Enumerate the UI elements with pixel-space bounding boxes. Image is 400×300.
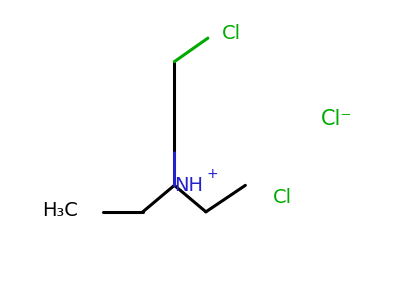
- Text: NH: NH: [174, 176, 203, 195]
- Text: +: +: [206, 167, 218, 181]
- Text: H₃C: H₃C: [42, 201, 78, 220]
- Text: Cl: Cl: [273, 188, 292, 207]
- Text: Cl⁻: Cl⁻: [320, 109, 352, 129]
- Text: Cl: Cl: [222, 24, 241, 43]
